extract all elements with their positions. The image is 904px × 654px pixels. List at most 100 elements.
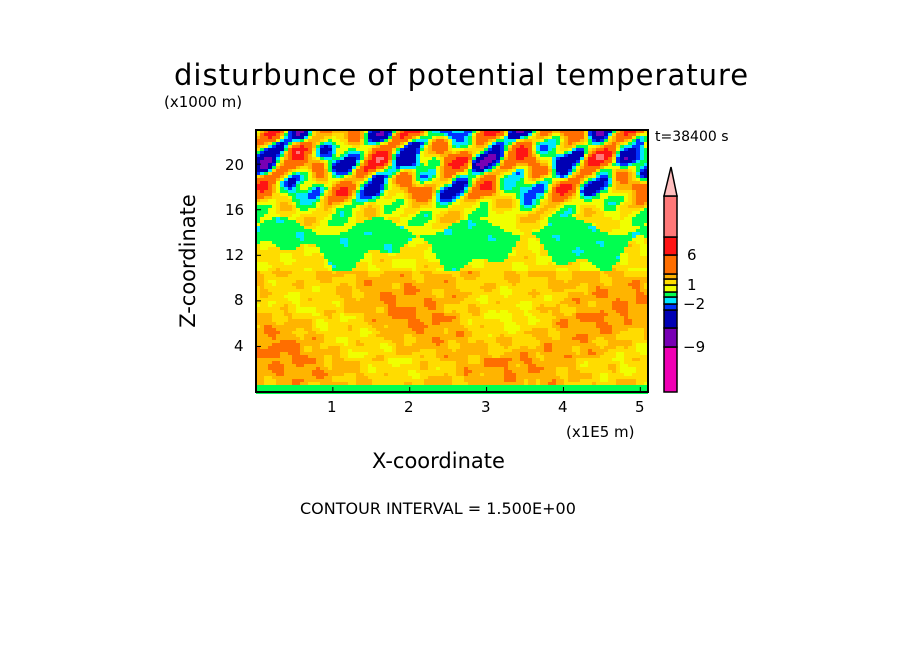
- field-cell: [448, 259, 452, 262]
- field-cell: [440, 130, 444, 133]
- field-cell: [616, 214, 620, 217]
- field-cell: [504, 178, 508, 181]
- field-cell: [508, 145, 512, 148]
- field-cell: [540, 187, 544, 190]
- field-cell: [504, 130, 508, 133]
- field-cell: [448, 145, 452, 148]
- field-cell: [384, 241, 388, 244]
- field-cell: [360, 241, 364, 244]
- field-cell: [640, 148, 644, 151]
- field-cell: [560, 130, 564, 133]
- field-cell: [376, 223, 380, 226]
- field-cell: [344, 229, 348, 232]
- field-cell: [544, 136, 548, 139]
- field-cell: [304, 196, 308, 199]
- field-cell: [460, 178, 464, 181]
- field-cell: [440, 175, 444, 178]
- field-cell: [400, 130, 404, 133]
- field-cell: [540, 145, 544, 148]
- field-cell: [268, 256, 272, 259]
- field-cell: [472, 190, 476, 193]
- field-cell: [604, 166, 608, 169]
- field-cell: [568, 217, 572, 220]
- field-cell: [356, 268, 360, 271]
- field-cell: [592, 268, 596, 271]
- field-cell: [536, 157, 540, 160]
- field-cell: [636, 244, 640, 247]
- field-cell: [292, 280, 296, 283]
- field-cell: [416, 136, 420, 139]
- field-cell: [644, 178, 648, 181]
- field-cell: [444, 166, 448, 169]
- field-cell: [556, 187, 560, 190]
- field-cell: [480, 169, 484, 172]
- field-cell: [448, 205, 452, 208]
- field-cell: [544, 148, 548, 151]
- field-cell: [592, 256, 596, 259]
- field-cell: [376, 166, 380, 169]
- field-cell: [336, 175, 340, 178]
- field-cell: [492, 217, 496, 220]
- field-cell: [588, 262, 592, 265]
- field-cell: [364, 199, 368, 202]
- field-cell: [268, 154, 272, 157]
- field-cell: [556, 232, 560, 235]
- field-cell: [264, 256, 268, 259]
- field-cell: [536, 130, 540, 133]
- field-cell: [420, 169, 424, 172]
- field-cell: [464, 241, 468, 244]
- field-cell: [504, 160, 508, 163]
- field-cell: [496, 190, 500, 193]
- field-cell: [548, 280, 552, 283]
- field-cell: [584, 226, 588, 229]
- field-cell: [524, 259, 528, 262]
- field-cell: [288, 199, 292, 202]
- field-cell: [528, 211, 532, 214]
- field-cell: [632, 175, 636, 178]
- field-cell: [628, 211, 632, 214]
- field-cell: [532, 154, 536, 157]
- field-cell: [432, 217, 436, 220]
- field-cell: [256, 193, 260, 196]
- field-cell: [584, 142, 588, 145]
- field-cell: [524, 169, 528, 172]
- field-cell: [580, 256, 584, 259]
- field-cell: [452, 217, 456, 220]
- field-cell: [596, 220, 600, 223]
- field-cell: [644, 199, 648, 202]
- field-cell: [316, 178, 320, 181]
- field-cell: [344, 280, 348, 283]
- field-cell: [348, 187, 352, 190]
- field-cell: [272, 235, 276, 238]
- field-cell: [312, 166, 316, 169]
- field-cell: [608, 178, 612, 181]
- field-cell: [272, 196, 276, 199]
- field-cell: [464, 265, 468, 268]
- field-cell: [420, 217, 424, 220]
- field-cell: [392, 280, 396, 283]
- field-cell: [348, 142, 352, 145]
- field-cell: [340, 229, 344, 232]
- field-cell: [356, 211, 360, 214]
- field-cell: [516, 244, 520, 247]
- field-cell: [328, 199, 332, 202]
- field-cell: [496, 250, 500, 253]
- field-cell: [368, 139, 372, 142]
- field-cell: [472, 253, 476, 256]
- field-cell: [560, 271, 564, 274]
- field-cell: [452, 199, 456, 202]
- field-cell: [488, 211, 492, 214]
- field-cell: [260, 238, 264, 241]
- field-cell: [448, 187, 452, 190]
- field-cell: [624, 244, 628, 247]
- field-cell: [608, 148, 612, 151]
- field-cell: [600, 175, 604, 178]
- field-cell: [612, 160, 616, 163]
- field-cell: [600, 130, 604, 133]
- field-cell: [288, 202, 292, 205]
- field-cell: [256, 145, 260, 148]
- field-cell: [432, 202, 436, 205]
- field-cell: [280, 160, 284, 163]
- field-cell: [452, 274, 456, 277]
- field-cell: [624, 145, 628, 148]
